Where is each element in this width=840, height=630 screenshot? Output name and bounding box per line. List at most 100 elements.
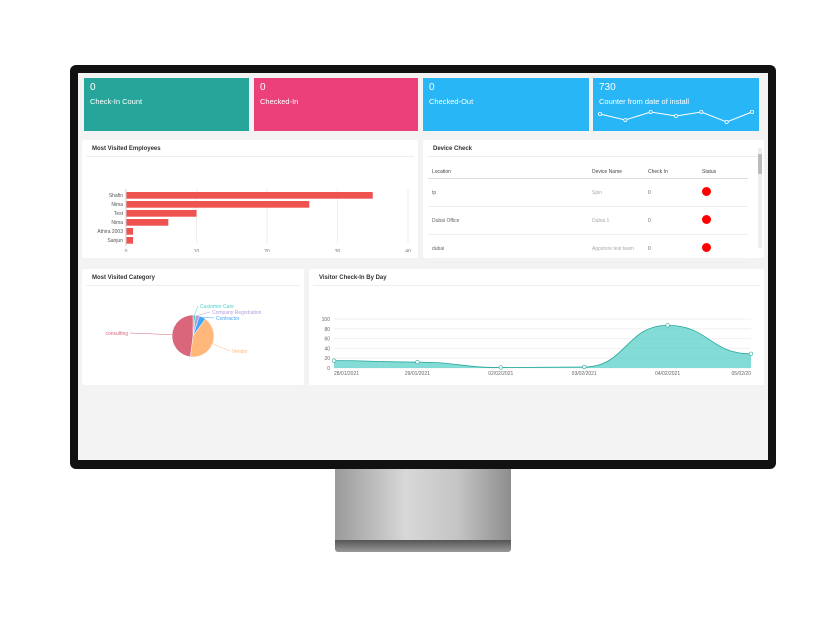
sparkline-point — [598, 112, 603, 117]
pie-label: consulting — [105, 331, 128, 337]
tile-checked-out[interactable]: 0 Checked-Out — [423, 78, 589, 131]
cell-check-in: 0 — [644, 234, 698, 263]
status-indicator — [702, 187, 711, 196]
table-row[interactable]: tp Spin 0 — [428, 178, 748, 207]
tile-value: 730 — [599, 82, 616, 93]
x-tick-label: 04/02/2021 — [655, 371, 680, 377]
y-tick-label: 20 — [324, 356, 330, 362]
card-title: Most Visited Category — [86, 269, 300, 286]
y-tick-label: 60 — [324, 337, 330, 343]
pie-label: Contractor — [216, 316, 240, 322]
visitor-area-chart: 0 20 40 60 80 100 28/01/2021 29/01/2021 02/02/20… — [322, 317, 754, 377]
scrollbar[interactable] — [758, 148, 762, 248]
y-tick-label: 80 — [324, 327, 330, 333]
pie-label-line — [212, 343, 231, 352]
tile-checked-in[interactable]: 0 Checked-In — [254, 78, 418, 131]
tile-label: Checked-In — [260, 97, 299, 106]
dashboard-screen: 0 Check-In Count 0 Checked-In 0 Checked-Out… — [78, 73, 768, 460]
card-title: Visitor Check-In By Day — [313, 269, 760, 286]
x-tick-label: 40 — [405, 249, 411, 252]
bar — [126, 210, 197, 217]
x-tick-label: 05/02/20 — [732, 371, 752, 377]
bar — [126, 192, 373, 199]
data-point — [665, 323, 670, 328]
bar — [126, 237, 134, 244]
y-tick-label: Athira 2003 — [97, 229, 123, 235]
visitor-check-in-card: Visitor Check-In By Day 0 20 40 60 80 100 28/0… — [309, 269, 764, 385]
tile-label: Checked-Out — [429, 97, 474, 106]
tile-value: 0 — [429, 82, 435, 93]
table-row[interactable]: dubai Appstore test team 0 — [428, 234, 748, 263]
x-tick-label: 29/01/2021 — [405, 371, 430, 377]
bar — [126, 228, 134, 235]
cell-location: Dubai Office — [428, 206, 588, 235]
y-tick-label: Shafin — [109, 193, 123, 199]
device-check-card: Device Check Location Device Name Check … — [423, 140, 764, 263]
data-point — [415, 360, 420, 365]
y-tick-label: 40 — [324, 346, 330, 352]
tile-label: Counter from date of install — [599, 97, 690, 106]
y-tick-label: Sanjun — [107, 238, 123, 244]
y-tick-label: Nima — [111, 220, 123, 226]
x-tick-label: 02/02/2021 — [488, 371, 513, 377]
pie-slice — [190, 318, 215, 358]
cell-location: dubai — [428, 234, 588, 263]
tile-check-in-count[interactable]: 0 Check-In Count — [84, 78, 249, 131]
x-tick-label: 10 — [194, 249, 200, 252]
monitor-stand — [335, 469, 511, 544]
sparkline-chart — [598, 110, 754, 124]
employees-bar-chart: 0 10 20 30 40 Shafin Nima Test Nima Athira 2003 Sa… — [97, 189, 411, 255]
monitor-foot — [335, 540, 511, 552]
device-table: Location Device Name Check In Status tp S… — [428, 166, 748, 263]
x-tick-label: 30 — [335, 249, 341, 252]
tile-install-counter[interactable]: 730 Counter from date of install — [593, 78, 759, 131]
sparkline-point — [623, 117, 628, 122]
sparkline-point — [674, 114, 679, 119]
pie-slice — [171, 314, 194, 358]
y-tick-label: Nima — [111, 202, 123, 208]
area-line — [333, 324, 752, 368]
status-indicator — [702, 243, 711, 252]
cell-location: tp — [428, 178, 588, 207]
most-visited-category-card: Most Visited Category Customer Care Compa… — [82, 269, 304, 385]
area-fill — [334, 325, 751, 368]
data-point — [498, 365, 503, 370]
x-tick-label: 20 — [264, 249, 270, 252]
col-location[interactable]: Location — [428, 166, 588, 179]
y-tick-label: 0 — [327, 366, 330, 372]
y-tick-label: 100 — [322, 317, 331, 323]
cell-device: Dubai 1 — [588, 206, 644, 235]
pie-label-line — [197, 311, 211, 316]
cell-device: Spin — [588, 178, 644, 207]
pie-label: Vendor — [232, 349, 248, 355]
x-tick-label: 03/02/2021 — [572, 371, 597, 377]
tile-label: Check-In Count — [90, 97, 143, 106]
data-point — [582, 364, 587, 370]
bar — [126, 201, 310, 208]
sparkline-point — [749, 110, 754, 115]
data-point — [331, 358, 337, 363]
pie-label-line — [129, 332, 173, 335]
cell-device: Appstore test team — [588, 234, 644, 263]
x-tick-label: 0 — [125, 249, 128, 252]
most-visited-employees-card: Most Visited Employees 0 10 20 30 40 Shafin Ni… — [82, 140, 418, 258]
pie-label: Customer Care — [200, 304, 234, 310]
card-title: Device Check — [427, 140, 760, 157]
cell-check-in: 0 — [644, 178, 698, 207]
col-check-in[interactable]: Check In — [644, 166, 698, 179]
tile-value: 0 — [90, 82, 96, 93]
col-device-name[interactable]: Device Name — [588, 166, 644, 179]
data-point — [748, 351, 754, 356]
col-status[interactable]: Status — [698, 166, 748, 179]
pie-label-line — [194, 305, 199, 316]
sparkline-point — [699, 110, 704, 115]
card-title: Most Visited Employees — [86, 140, 414, 157]
sparkline-point — [724, 119, 729, 124]
status-indicator — [702, 215, 711, 224]
tile-value: 0 — [260, 82, 266, 93]
y-tick-label: Test — [114, 211, 124, 217]
bar — [126, 219, 169, 226]
pie-label: Company Registration — [212, 310, 262, 316]
